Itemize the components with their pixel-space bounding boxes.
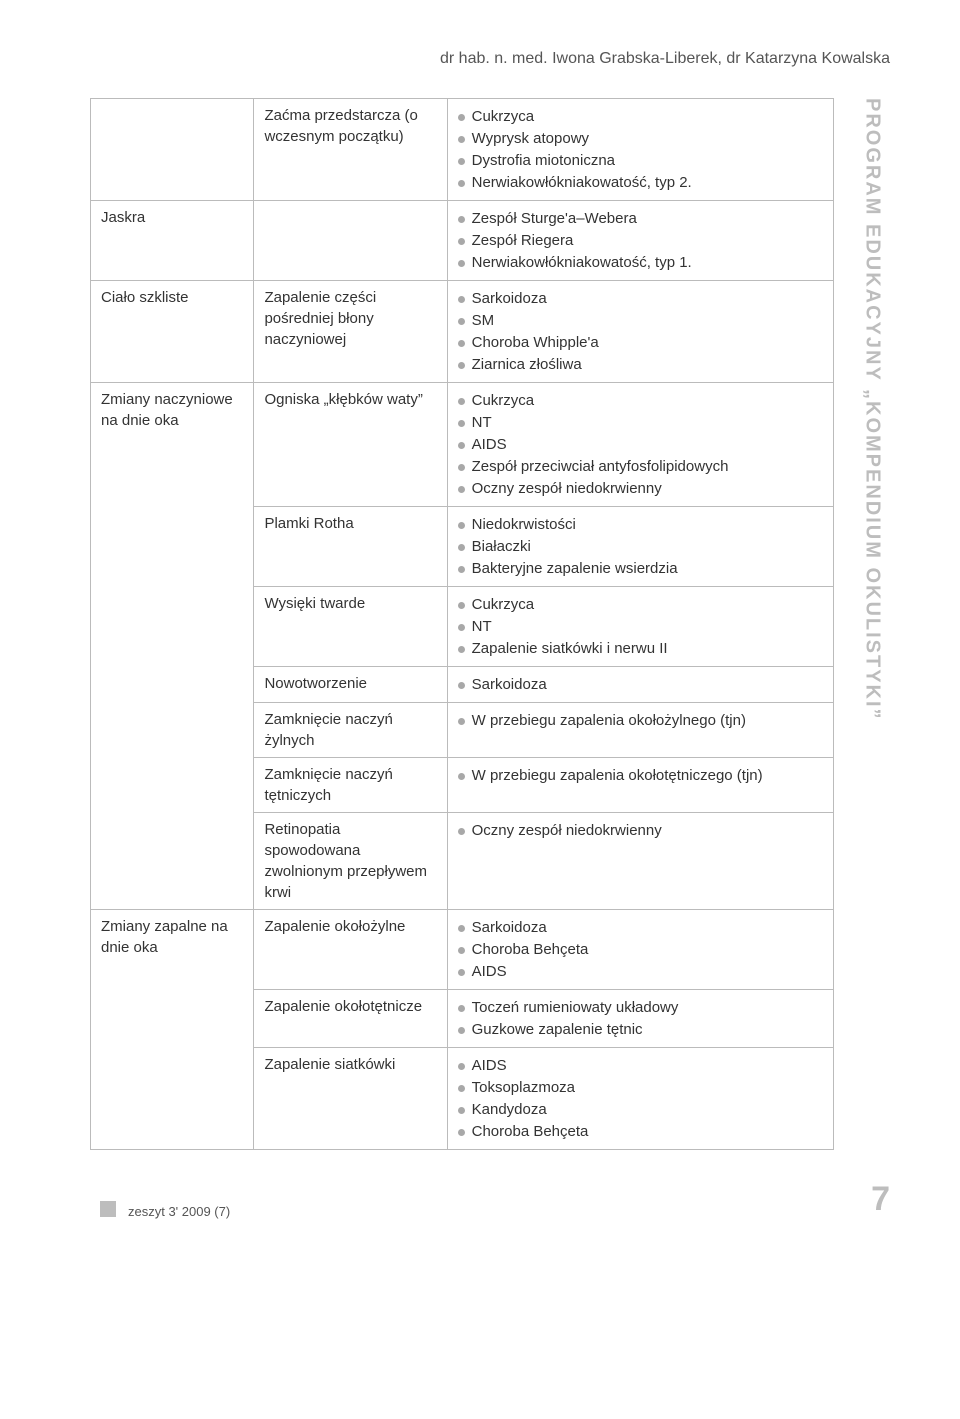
item-list: NiedokrwistościBiałaczkiBakteryjne zapal… xyxy=(458,514,823,579)
list-item: NT xyxy=(458,616,823,637)
cell-finding: Retinopatia spowodowana zwolnionym przep… xyxy=(254,813,447,910)
list-item: Białaczki xyxy=(458,536,823,557)
cell-conditions: CukrzycaNTZapalenie siatkówki i nerwu II xyxy=(447,587,833,667)
item-list: CukrzycaNTAIDSZespół przeciwciał antyfos… xyxy=(458,390,823,499)
cell-category: Jaskra xyxy=(91,201,254,281)
list-item: SM xyxy=(458,310,823,331)
list-item: Nerwiakowłókniakowatość, typ 2. xyxy=(458,172,823,193)
list-item: Toksoplazmoza xyxy=(458,1077,823,1098)
cell-finding: Zapalenie okołotętnicze xyxy=(254,990,447,1048)
list-item: Oczny zespół niedokrwienny xyxy=(458,478,823,499)
table-row: Zmiany zapalne na dnie okaZapalenie okoł… xyxy=(91,910,834,990)
list-item: Oczny zespół niedokrwienny xyxy=(458,820,823,841)
list-item: W przebiegu zapalenia okołotętniczego (t… xyxy=(458,765,823,786)
page-header: dr hab. n. med. Iwona Grabska-Liberek, d… xyxy=(90,50,890,68)
item-list: AIDSToksoplazmozaKandydozaChoroba Behçet… xyxy=(458,1055,823,1142)
item-list: CukrzycaNTZapalenie siatkówki i nerwu II xyxy=(458,594,823,659)
item-list: SarkoidozaChoroba BehçetaAIDS xyxy=(458,917,823,982)
cell-conditions: SarkoidozaSMChoroba Whipple'aZiarnica zł… xyxy=(447,281,833,383)
list-item: Zespół Sturge'a–Webera xyxy=(458,208,823,229)
cell-finding: Plamki Rotha xyxy=(254,507,447,587)
list-item: AIDS xyxy=(458,1055,823,1076)
list-item: Cukrzyca xyxy=(458,106,823,127)
item-list: SarkoidozaSMChoroba Whipple'aZiarnica zł… xyxy=(458,288,823,375)
cell-finding: Zamknięcie naczyń żylnych xyxy=(254,703,447,758)
list-item: Wyprysk atopowy xyxy=(458,128,823,149)
table-row: Zmiany naczyniowe na dnie okaOgniska „kł… xyxy=(91,383,834,507)
cell-conditions: Zespół Sturge'a–WeberaZespół RiegeraNerw… xyxy=(447,201,833,281)
cell-finding: Zaćma przedstarcza (o wczesnym początku) xyxy=(254,99,447,201)
list-item: Dystrofia miotoniczna xyxy=(458,150,823,171)
cell-finding: Zapalenie części pośredniej błony naczyn… xyxy=(254,281,447,383)
list-item: Zapalenie siatkówki i nerwu II xyxy=(458,638,823,659)
list-item: Cukrzyca xyxy=(458,390,823,411)
cell-finding: Zapalenie siatkówki xyxy=(254,1048,447,1150)
list-item: Choroba Behçeta xyxy=(458,939,823,960)
cell-finding xyxy=(254,201,447,281)
cell-conditions: CukrzycaWyprysk atopowyDystrofia miotoni… xyxy=(447,99,833,201)
cell-category xyxy=(91,99,254,201)
cell-finding: Wysięki twarde xyxy=(254,587,447,667)
cell-conditions: W przebiegu zapalenia okołożylnego (tjn) xyxy=(447,703,833,758)
cell-conditions: CukrzycaNTAIDSZespół przeciwciał antyfos… xyxy=(447,383,833,507)
list-item: Niedokrwistości xyxy=(458,514,823,535)
list-item: Kandydoza xyxy=(458,1099,823,1120)
cell-conditions: AIDSToksoplazmozaKandydozaChoroba Behçet… xyxy=(447,1048,833,1150)
cell-category: Zmiany naczyniowe na dnie oka xyxy=(91,383,254,910)
list-item: AIDS xyxy=(458,434,823,455)
footer-page-number: 7 xyxy=(871,1180,890,1219)
cell-conditions: SarkoidozaChoroba BehçetaAIDS xyxy=(447,910,833,990)
cell-finding: Nowotworzenie xyxy=(254,667,447,703)
cell-finding: Zapalenie okołożylne xyxy=(254,910,447,990)
list-item: Sarkoidoza xyxy=(458,917,823,938)
list-item: Nerwiakowłókniakowatość, typ 1. xyxy=(458,252,823,273)
item-list: CukrzycaWyprysk atopowyDystrofia miotoni… xyxy=(458,106,823,193)
item-list: W przebiegu zapalenia okołotętniczego (t… xyxy=(458,765,823,786)
cell-category: Zmiany zapalne na dnie oka xyxy=(91,910,254,1150)
list-item: Zespół Riegera xyxy=(458,230,823,251)
cell-conditions: Toczeń rumieniowaty układowyGuzkowe zapa… xyxy=(447,990,833,1048)
list-item: Guzkowe zapalenie tętnic xyxy=(458,1019,823,1040)
list-item: Choroba Behçeta xyxy=(458,1121,823,1142)
list-item: W przebiegu zapalenia okołożylnego (tjn) xyxy=(458,710,823,731)
item-list: Sarkoidoza xyxy=(458,674,823,695)
item-list: Oczny zespół niedokrwienny xyxy=(458,820,823,841)
cell-conditions: Oczny zespół niedokrwienny xyxy=(447,813,833,910)
list-item: Sarkoidoza xyxy=(458,288,823,309)
table-row: Ciało szklisteZapalenie części pośrednie… xyxy=(91,281,834,383)
cell-finding: Ogniska „kłębków waty” xyxy=(254,383,447,507)
table-row: Jaskra Zespół Sturge'a–WeberaZespół Riege… xyxy=(91,201,834,281)
table-row: Zaćma przedstarcza (o wczesnym początku)… xyxy=(91,99,834,201)
footer-issue: zeszyt 3' 2009 (7) xyxy=(128,1204,230,1219)
ocular-table: Zaćma przedstarcza (o wczesnym początku)… xyxy=(90,98,834,1150)
sidebar-title: PROGRAM EDUKACYJNY „KOMPENDIUM OKULISTYK… xyxy=(861,98,884,721)
cell-category: Ciało szkliste xyxy=(91,281,254,383)
list-item: Zespół przeciwciał antyfosfolipidowych xyxy=(458,456,823,477)
cell-finding: Zamknięcie naczyń tętniczych xyxy=(254,758,447,813)
list-item: AIDS xyxy=(458,961,823,982)
item-list: W przebiegu zapalenia okołożylnego (tjn) xyxy=(458,710,823,731)
footer-decoration xyxy=(100,1201,116,1217)
cell-conditions: W przebiegu zapalenia okołotętniczego (t… xyxy=(447,758,833,813)
item-list: Zespół Sturge'a–WeberaZespół RiegeraNerw… xyxy=(458,208,823,273)
list-item: Toczeń rumieniowaty układowy xyxy=(458,997,823,1018)
cell-conditions: NiedokrwistościBiałaczkiBakteryjne zapal… xyxy=(447,507,833,587)
list-item: Choroba Whipple'a xyxy=(458,332,823,353)
list-item: Cukrzyca xyxy=(458,594,823,615)
list-item: NT xyxy=(458,412,823,433)
cell-conditions: Sarkoidoza xyxy=(447,667,833,703)
list-item: Ziarnica złośliwa xyxy=(458,354,823,375)
sidebar: PROGRAM EDUKACYJNY „KOMPENDIUM OKULISTYK… xyxy=(854,98,890,1150)
list-item: Sarkoidoza xyxy=(458,674,823,695)
list-item: Bakteryjne zapalenie wsierdzia xyxy=(458,558,823,579)
item-list: Toczeń rumieniowaty układowyGuzkowe zapa… xyxy=(458,997,823,1040)
